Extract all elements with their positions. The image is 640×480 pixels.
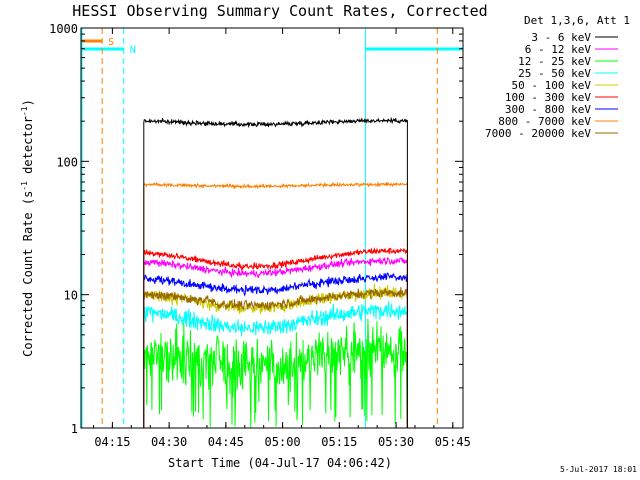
y-tick-label: 100 — [56, 155, 78, 169]
y-axis-label-sup2: -1 — [20, 106, 29, 116]
legend-label: 7000 - 20000 keV — [485, 127, 591, 140]
series-line-300-800-kev — [143, 272, 408, 428]
x-tick-label: 05:30 — [378, 435, 414, 449]
y-tick-label: 10 — [64, 289, 78, 303]
series-line-7000-20000-kev — [143, 287, 408, 428]
x-tick-label: 05:00 — [265, 435, 301, 449]
y-tick-label: 1000 — [49, 22, 78, 36]
x-tick-label: 04:15 — [94, 435, 130, 449]
plot-area: SN — [81, 28, 463, 428]
legend-label: 50 - 100 keV — [512, 79, 592, 92]
legend-label: 300 - 800 keV — [505, 103, 591, 116]
chart-title: HESSI Observing Summary Count Rates, Cor… — [72, 2, 487, 20]
series-line-800-7000-kev — [143, 181, 408, 428]
legend-label: 6 - 12 keV — [525, 43, 592, 56]
x-tick-label: 04:45 — [208, 435, 244, 449]
x-tick-label: 04:30 — [151, 435, 187, 449]
series-line-6-12-kev — [143, 256, 408, 428]
legend-title: Det 1,3,6, Att 1 — [524, 14, 630, 27]
x-tick-label: 05:45 — [435, 435, 471, 449]
y-tick-label: 1 — [71, 422, 78, 436]
y-axis-label-end: ) — [21, 99, 35, 106]
legend-label: 25 - 50 keV — [518, 67, 591, 80]
x-axis-label: Start Time (04-Jul-17 04:06:42) — [168, 456, 392, 470]
legend-label: 800 - 7000 keV — [498, 115, 591, 128]
x-tick-label: 05:15 — [321, 435, 357, 449]
legend-label: 12 - 25 keV — [518, 55, 591, 68]
series-line-12-25-kev — [143, 318, 408, 428]
series-line-50-100-kev — [143, 284, 408, 428]
saa-label: S — [108, 37, 114, 48]
y-axis-ticks: 1 10 100 1000 — [49, 22, 463, 436]
x-axis-ticks: 04:15 04:30 04:45 05:00 05:15 05:30 05:45 — [92, 28, 471, 449]
y-axis-label-main: Corrected Count Rate (s — [21, 191, 35, 357]
y-axis-label-sup1: -1 — [20, 181, 29, 191]
series-line-25-50-kev — [143, 301, 408, 428]
series-line-3-6-kev — [143, 116, 408, 428]
timestamp: 5-Jul-2017 18:01 — [560, 465, 637, 474]
night-label: N — [130, 45, 136, 56]
series-line-100-300-kev — [143, 247, 408, 428]
legend-label: 100 - 300 keV — [505, 91, 591, 104]
legend-label: 3 - 6 keV — [531, 31, 591, 44]
y-axis-label-mid: detector — [21, 116, 35, 181]
plot-frame — [80, 27, 464, 429]
y-axis-label: Corrected Count Rate (s-1 detector-1) — [20, 99, 35, 357]
